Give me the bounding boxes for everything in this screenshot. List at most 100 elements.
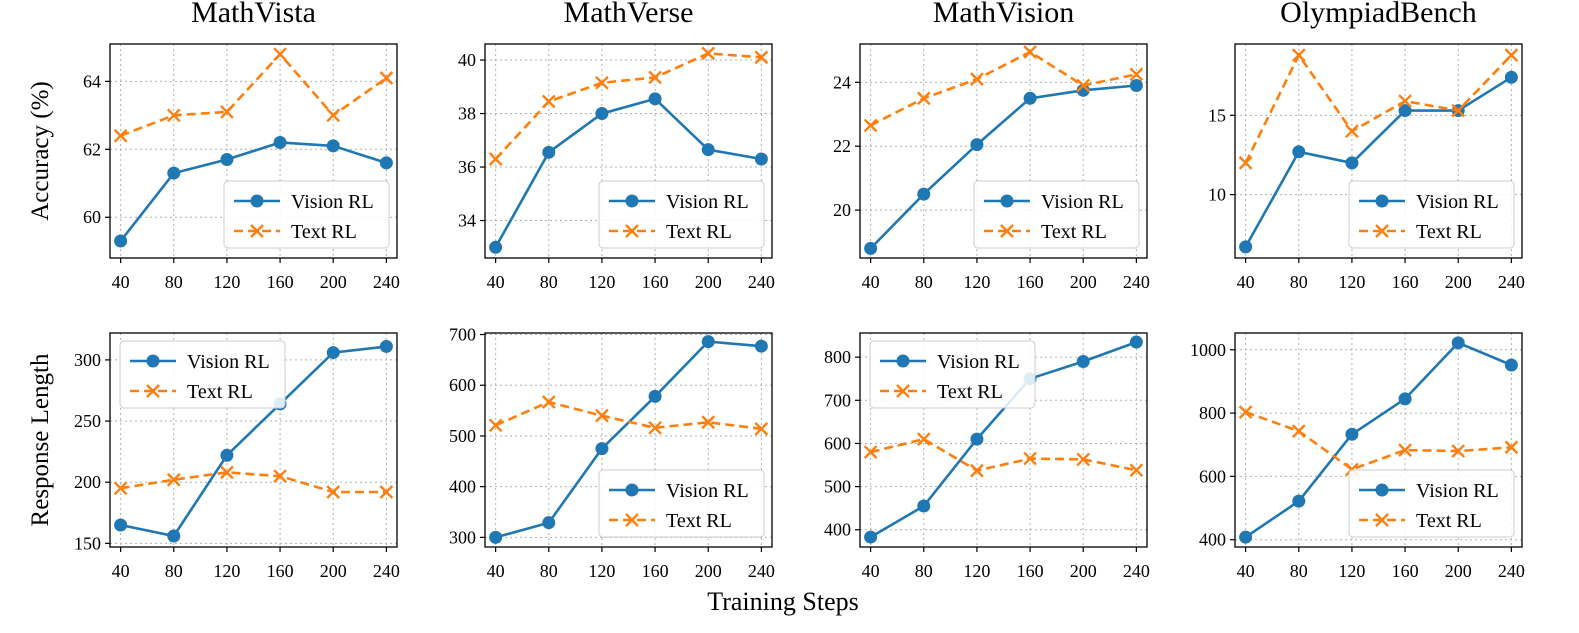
chart-6-text-point: [863, 445, 878, 459]
chart-4-ytick-label: 300: [74, 350, 101, 370]
chart-1-legend-text-marker: [625, 224, 639, 238]
chart-7-xtick-label: 240: [1498, 561, 1525, 581]
chart-2-text-line: [870, 50, 1137, 127]
chart-5-legend-text-label: Text RL: [666, 510, 732, 532]
chart-6-text-point: [1129, 463, 1144, 478]
chart-6-text-point: [970, 463, 984, 478]
chart-2-ytick-label: 20: [833, 200, 851, 220]
chart-7-legend-text-label: Text RL: [1416, 510, 1482, 532]
chart-4-ytick-label: 250: [74, 411, 101, 431]
chart-5-legend-vision-marker: [625, 483, 639, 497]
chart-0-ytick-label: 60: [83, 207, 101, 227]
chart-0-vision-point: [114, 234, 128, 248]
chart-5-text-point: [701, 415, 716, 430]
chart-1-title: MathVerse: [564, 0, 694, 29]
chart-1-vision-point: [595, 107, 609, 121]
chart-3-ytick-label: 10: [1208, 185, 1226, 205]
figure-xlabel: Training Steps: [707, 587, 858, 616]
chart-0-vision-point: [273, 136, 287, 150]
chart-0-title: MathVista: [191, 0, 316, 29]
chart-4-text-point: [326, 485, 341, 499]
chart-0-text-point: [379, 71, 394, 85]
chart-0-ytick-label: 64: [83, 71, 101, 91]
chart-5-text-point: [541, 395, 556, 409]
chart-6-ytick-label: 600: [824, 433, 851, 453]
chart-4-xtick-label: 240: [373, 561, 400, 581]
chart-6-xtick-label: 40: [862, 561, 880, 581]
chart-0-legend: Vision RL Text RL: [223, 180, 390, 249]
chart-3-xtick-label: 240: [1498, 272, 1525, 292]
chart-5-legend-vision-label: Vision RL: [666, 480, 749, 502]
chart-1-xtick-label: 200: [695, 272, 722, 292]
chart-7-vision-point: [1292, 494, 1306, 508]
chart-7-xtick-label: 120: [1338, 561, 1365, 581]
chart-7: 40 80 120 160 200 240 400 600 800 1000 Vision RL Te…: [1190, 332, 1525, 581]
chart-5-vision-point: [754, 339, 768, 353]
chart-4-text-point: [220, 465, 234, 480]
chart-2-xtick-label: 240: [1123, 272, 1150, 292]
chart-4-ytick-label: 150: [74, 533, 101, 553]
chart-4-legend-vision-marker: [146, 354, 160, 368]
chart-7-vision-line: [1244, 341, 1512, 539]
chart-6-xtick-label: 120: [963, 561, 990, 581]
chart-1-text-point: [541, 94, 556, 109]
chart-2-xtick-label: 160: [1017, 272, 1044, 292]
chart-2-vision-point: [1076, 83, 1090, 97]
chart-7-text-point: [1504, 440, 1519, 455]
chart-1-text-line: [494, 52, 762, 160]
chart-0-text-point: [166, 108, 181, 123]
chart-7-vision-point: [1239, 530, 1253, 544]
chart-6-vision-point: [917, 499, 931, 513]
chart-7-ytick-label: 400: [1199, 530, 1226, 550]
chart-1-legend-text-label: Text RL: [666, 221, 732, 243]
chart-3-ytick-label: 15: [1208, 105, 1226, 125]
chart-6: 40 80 120 160 200 240 400 500 600 700 800 Vision RL…: [824, 332, 1150, 581]
chart-6-text-point: [916, 432, 931, 446]
chart-5-frame: [484, 332, 773, 548]
chart-5-legend-text-marker: [625, 513, 639, 527]
chart-3-xtick-label: 40: [1237, 272, 1255, 292]
chart-3-xtick-label: 160: [1392, 272, 1419, 292]
chart-5-ytick-label: 600: [449, 375, 476, 395]
chart-0-vision-point: [326, 139, 340, 153]
chart-7-vision-point: [1504, 358, 1518, 372]
chart-6-legend-text-marker: [896, 384, 910, 398]
chart-3-text-point: [1238, 156, 1253, 170]
chart-2-vision-point: [864, 241, 878, 255]
chart-5-xtick-label: 160: [642, 561, 669, 581]
chart-5-xtick-label: 80: [540, 561, 558, 581]
chart-1-vision-line: [494, 97, 762, 248]
chart-1-legend-vision-label: Vision RL: [666, 191, 749, 213]
chart-4-vision-line: [120, 345, 387, 538]
chart-4-text-point: [273, 469, 287, 483]
chart-7-xtick-label: 200: [1445, 561, 1472, 581]
chart-2-text-point: [1129, 67, 1144, 82]
chart-2-vision-line: [869, 84, 1137, 250]
chart-5-text-point: [754, 421, 769, 436]
chart-4-xtick-label: 40: [112, 561, 130, 581]
chart-3: 40 80 120 160 200 240 10 15 OlympiadBench Vision …: [1208, 0, 1525, 292]
chart-0-text-point: [326, 108, 341, 123]
chart-0-text-point: [113, 128, 128, 143]
chart-2-legend: Vision RL Text RL: [973, 180, 1140, 249]
chart-1-ytick-label: 36: [458, 157, 476, 177]
chart-7-xtick-label: 40: [1237, 561, 1255, 581]
chart-6-xtick-label: 160: [1017, 561, 1044, 581]
chart-7-ytick-label: 600: [1199, 466, 1226, 486]
chart-5-text-line: [495, 400, 762, 431]
chart-6-text-point: [1023, 451, 1037, 466]
chart-2-vision-point: [1023, 91, 1037, 105]
chart-2-legend-vision-marker: [1000, 194, 1014, 208]
chart-7-ytick-label: 800: [1199, 403, 1226, 423]
chart-1-vision-point: [648, 92, 662, 106]
chart-5-text-point: [595, 408, 609, 423]
chart-2-vision-point: [1129, 79, 1143, 93]
chart-6-vision-point: [970, 432, 984, 446]
chart-7-vision-point: [1398, 392, 1412, 406]
chart-0-text-point: [273, 47, 287, 62]
chart-1-text-point: [648, 70, 662, 85]
chart-2-xtick-label: 200: [1070, 272, 1097, 292]
chart-5-xtick-label: 200: [695, 561, 722, 581]
chart-7-legend-vision-label: Vision RL: [1416, 480, 1499, 502]
